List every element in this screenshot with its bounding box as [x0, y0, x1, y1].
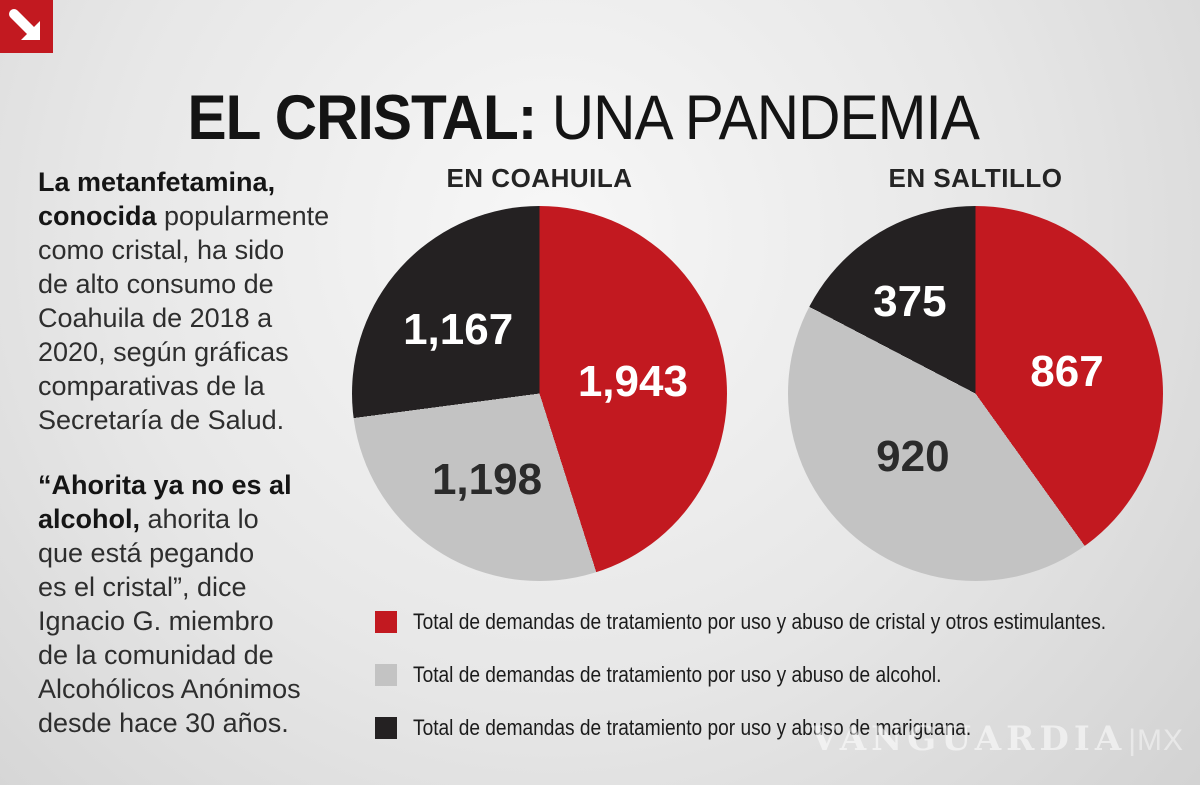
quote-paragraph: “Ahorita ya no es al alcohol, ahorita lo… — [38, 470, 301, 738]
pie-title-coahuila: EN COAHUILA — [446, 163, 633, 193]
legend-item-cristal: Total de demandas de tratamiento por uso… — [375, 609, 1200, 635]
pie-chart-saltillo: 867 920 375 — [788, 206, 1163, 581]
arrow-down-right-icon — [9, 9, 40, 40]
page-title-light: UNA PANDEMIA — [551, 83, 980, 154]
legend-swatch-red — [375, 611, 397, 633]
watermark-suffix: MX — [1137, 724, 1184, 757]
legend-item-mariguana: Total de demandas de tratamiento por uso… — [375, 715, 1200, 741]
watermark-divider: | — [1128, 724, 1136, 757]
pie-value-label: 375 — [873, 277, 947, 326]
legend-label: Total de demandas de tratamiento por uso… — [413, 715, 972, 740]
pie-value-label: 920 — [876, 431, 950, 481]
pie-value-label: 1,943 — [577, 356, 688, 406]
pie-chart-coahuila: 1,943 1,198 1,167 — [352, 206, 727, 581]
intro-text-block: La metanfetamina, conocida popularmente … — [38, 165, 350, 740]
intro-paragraph-1: La metanfetamina, conocida popularmente … — [38, 167, 330, 435]
pie-title-saltillo: EN SALTILLO — [888, 163, 1063, 193]
pie-value-label: 1,167 — [403, 305, 514, 355]
legend-swatch-gray — [375, 664, 397, 686]
pie-value-label: 1,198 — [431, 455, 543, 505]
page-title-bold: EL CRISTAL: — [187, 83, 537, 154]
page-title: EL CRISTAL: UNA PANDEMIA — [25, 82, 1141, 154]
watermark-brand: VANGUARDIA — [810, 719, 1127, 759]
legend-swatch-black — [375, 717, 397, 739]
legend-label: Total de demandas de tratamiento por uso… — [413, 662, 942, 687]
legend: Total de demandas de tratamiento por uso… — [375, 609, 1200, 741]
legend-label: Total de demandas de tratamiento por uso… — [413, 609, 1107, 634]
legend-item-alcohol: Total de demandas de tratamiento por uso… — [375, 662, 1200, 688]
watermark: VANGUARDIA | MX — [811, 719, 1184, 759]
pie-value-label: 867 — [1030, 347, 1104, 397]
brand-logo — [0, 0, 53, 53]
